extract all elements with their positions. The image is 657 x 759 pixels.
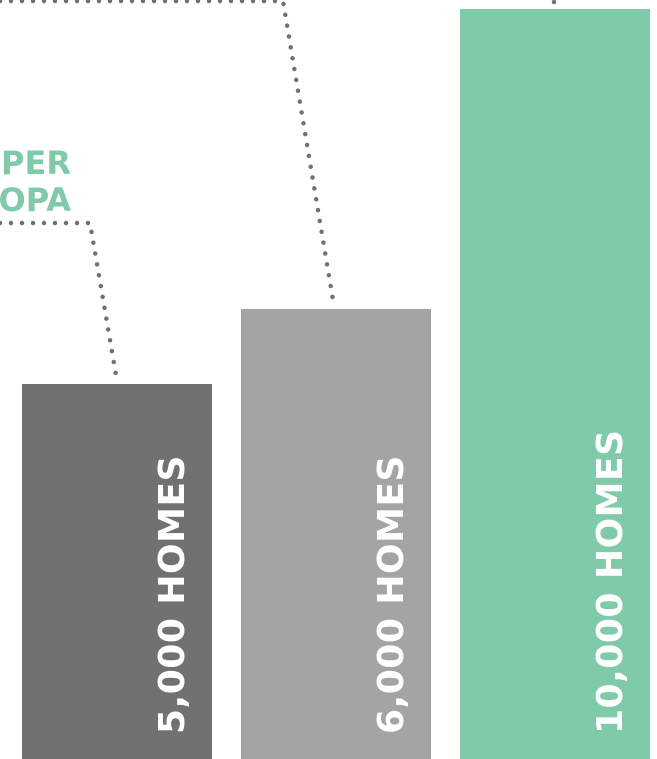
callout-text-line-1: PER — [1, 144, 71, 182]
leader-lines — [0, 0, 557, 384]
bar-label-3: 10,000 HOMES — [590, 429, 631, 734]
callout-text-line-2: OPA — [0, 181, 71, 219]
bar-label-1: 5,000 HOMES — [152, 455, 193, 734]
bars-group — [22, 9, 650, 759]
bar-3 — [460, 9, 650, 759]
bar-1 — [22, 384, 212, 759]
bar-labels-group: 5,000 HOMES 6,000 HOMES 10,000 HOMES — [152, 429, 631, 734]
leader-line-1 — [0, 220, 120, 384]
bar-label-2: 6,000 HOMES — [371, 455, 412, 734]
bar-2 — [241, 309, 431, 759]
